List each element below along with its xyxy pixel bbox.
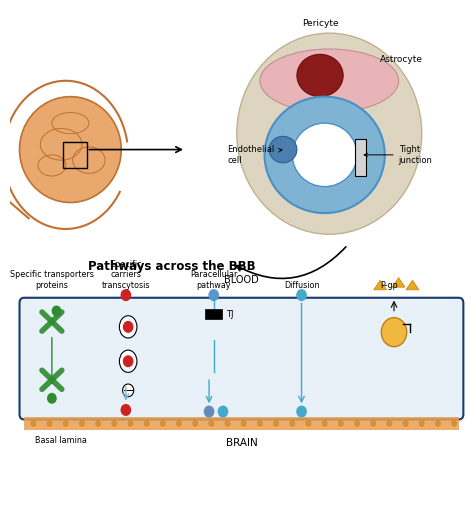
Circle shape (161, 421, 165, 426)
Circle shape (209, 421, 214, 426)
Circle shape (306, 421, 311, 426)
Ellipse shape (297, 54, 343, 97)
Circle shape (371, 421, 375, 426)
Circle shape (193, 421, 198, 426)
Text: Basal lamina: Basal lamina (35, 436, 87, 445)
Text: Pathways across the BBB: Pathways across the BBB (88, 260, 256, 272)
Polygon shape (374, 280, 387, 290)
Text: Specific transporters
proteins: Specific transporters proteins (10, 270, 94, 290)
Circle shape (241, 421, 246, 426)
Text: Pericyte: Pericyte (302, 19, 338, 28)
Polygon shape (392, 278, 405, 287)
Text: BRAIN: BRAIN (226, 438, 257, 448)
Text: Endothelial
cell: Endothelial cell (228, 145, 282, 164)
Bar (205, 310, 222, 319)
Circle shape (225, 421, 230, 426)
Ellipse shape (237, 33, 422, 234)
Ellipse shape (119, 316, 137, 338)
Circle shape (123, 384, 134, 397)
Text: Tight
junction: Tight junction (364, 145, 432, 164)
Bar (64, 142, 87, 168)
Circle shape (80, 421, 84, 426)
Circle shape (124, 356, 133, 367)
Circle shape (297, 406, 306, 417)
Text: P-gp: P-gp (381, 281, 398, 290)
Circle shape (452, 421, 456, 426)
Circle shape (31, 421, 36, 426)
Ellipse shape (119, 350, 137, 372)
Circle shape (290, 421, 295, 426)
Text: Astrocyte: Astrocyte (380, 55, 423, 64)
Circle shape (124, 321, 133, 332)
Circle shape (204, 406, 214, 417)
Bar (355, 139, 366, 176)
Circle shape (128, 421, 133, 426)
Circle shape (209, 290, 219, 301)
Text: Paracellular
pathway: Paracellular pathway (190, 270, 237, 290)
Text: BLOOD: BLOOD (224, 275, 259, 285)
Circle shape (145, 421, 149, 426)
Text: TJ: TJ (226, 310, 233, 319)
Circle shape (322, 421, 327, 426)
Circle shape (419, 421, 424, 426)
Circle shape (297, 290, 306, 301)
Circle shape (403, 421, 408, 426)
FancyBboxPatch shape (19, 298, 464, 419)
Ellipse shape (381, 318, 407, 347)
Ellipse shape (264, 97, 385, 213)
Ellipse shape (260, 49, 399, 113)
Polygon shape (406, 280, 419, 290)
Bar (24, 417, 459, 430)
Ellipse shape (292, 123, 357, 187)
Circle shape (387, 421, 392, 426)
Circle shape (436, 421, 440, 426)
Circle shape (64, 421, 68, 426)
Circle shape (338, 421, 343, 426)
Circle shape (258, 421, 262, 426)
Text: Diffusion: Diffusion (284, 281, 319, 290)
Ellipse shape (269, 136, 297, 163)
Ellipse shape (19, 97, 121, 203)
Circle shape (52, 306, 61, 316)
Circle shape (48, 394, 56, 403)
Circle shape (121, 405, 130, 415)
Circle shape (274, 421, 278, 426)
Circle shape (96, 421, 100, 426)
Text: Specific
carriers
transcytosis: Specific carriers transcytosis (101, 260, 150, 290)
Circle shape (121, 290, 130, 301)
Circle shape (177, 421, 182, 426)
Circle shape (47, 421, 52, 426)
Circle shape (355, 421, 359, 426)
Circle shape (219, 406, 228, 417)
Circle shape (112, 421, 117, 426)
